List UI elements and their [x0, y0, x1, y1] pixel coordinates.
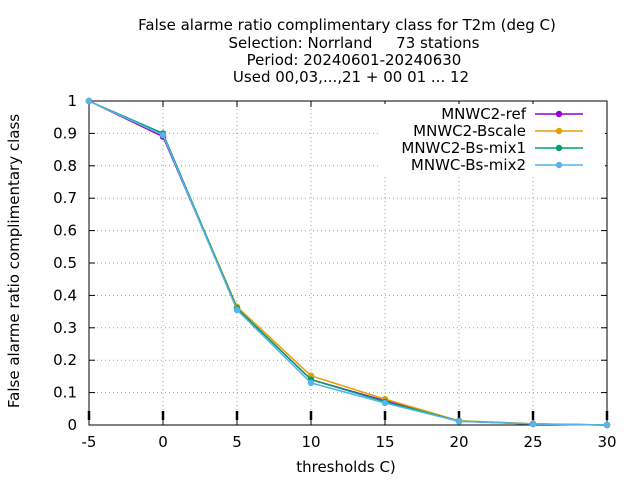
data-point [85, 97, 93, 105]
y-tick-label: 0.1 [53, 384, 77, 402]
y-tick-label: 0.7 [53, 189, 77, 207]
y-tick-label: 0 [67, 416, 77, 434]
title-line-3: Period: 20240601-20240630 [247, 51, 462, 69]
title-line-2: Selection: Norrland 73 stations [229, 34, 480, 52]
data-point [603, 421, 611, 429]
legend-label: MNWC-Bs-mix2 [411, 156, 526, 174]
x-tick-label: 20 [449, 433, 468, 451]
y-tick-label: 0.5 [53, 254, 77, 272]
x-tick-label: 25 [523, 433, 542, 451]
x-tick-label: 5 [232, 433, 242, 451]
y-tick-label: 1 [67, 92, 77, 110]
data-point [455, 418, 463, 425]
chart-title: False alarme ratio complimentary class f… [138, 16, 556, 86]
legend-marker [555, 110, 563, 118]
y-tick-label: 0.4 [53, 286, 77, 304]
data-point [381, 399, 389, 407]
series-line [88, 100, 608, 426]
title-line-1: False alarme ratio complimentary class f… [138, 16, 556, 34]
y-axis-label: False alarme ratio complimentary class [5, 114, 23, 408]
legend-marker [555, 144, 563, 152]
legend-marker [555, 161, 563, 169]
x-tick-label: 30 [597, 433, 616, 451]
x-tick-label: 10 [301, 433, 320, 451]
y-tick-label: 0.3 [53, 319, 77, 337]
legend-label: MNWC2-ref [441, 105, 526, 123]
legend: MNWC2-refMNWC2-BscaleMNWC2-Bs-mix1MNWC-B… [380, 104, 605, 174]
legend-background [380, 104, 605, 174]
x-axis-label: thresholds C) [296, 458, 396, 476]
x-tick-labels: -5 0 5 10 15 20 25 30 [82, 433, 617, 451]
legend-label: MNWC2-Bs-mix1 [401, 139, 526, 157]
y-tick-label: 0.8 [53, 157, 77, 175]
legend-label: MNWC2-Bscale [413, 122, 526, 140]
series-group [85, 97, 611, 429]
data-point [307, 379, 315, 387]
x-tick-label: 15 [375, 433, 394, 451]
data-point [159, 131, 167, 139]
x-tick-label: 0 [158, 433, 168, 451]
y-tick-labels: 0 0.1 0.2 0.3 0.4 0.5 0.6 0.7 0.8 0.9 1 [53, 92, 77, 434]
data-point [233, 306, 241, 314]
legend-marker [555, 127, 563, 135]
x-tick-label: -5 [82, 433, 97, 451]
data-point [529, 420, 537, 428]
series-4 [85, 97, 611, 429]
y-tick-label: 0.9 [53, 124, 77, 142]
y-tick-label: 0.6 [53, 222, 77, 240]
y-tick-label: 0.2 [53, 351, 77, 369]
title-line-4: Used 00,03,...,21 + 00 01 ... 12 [233, 68, 469, 86]
